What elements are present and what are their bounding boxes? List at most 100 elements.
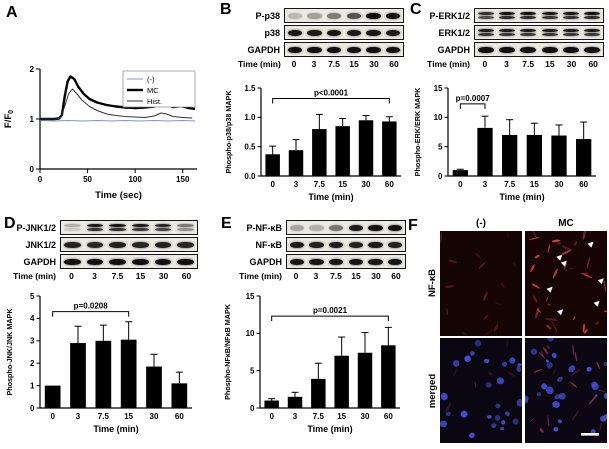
blot-band xyxy=(154,228,172,231)
blot-strip xyxy=(284,25,404,40)
blot-band xyxy=(584,29,601,32)
blot-band xyxy=(477,16,494,19)
blot-protein-label: GAPDH xyxy=(23,256,56,267)
blot-band xyxy=(86,258,104,265)
blot-lane xyxy=(364,43,384,56)
svg-text:0.0: 0.0 xyxy=(244,172,256,181)
blot-band xyxy=(499,46,515,53)
blot-band xyxy=(387,241,403,248)
blot-protein-label: P-p38 xyxy=(255,10,280,21)
svg-text:0: 0 xyxy=(38,175,43,184)
blot-lane xyxy=(305,43,325,56)
blot-time-row: Time (min) 0 3 7.5 15 30 60 xyxy=(424,59,604,69)
blot-lane xyxy=(285,9,305,22)
svg-text:10: 10 xyxy=(246,329,255,338)
blot-band xyxy=(499,29,515,32)
svg-text:10: 10 xyxy=(434,113,443,122)
blot-protein-label: p38 xyxy=(264,27,280,38)
blot-lane xyxy=(61,221,84,234)
blot-strip xyxy=(284,8,404,23)
blot-band xyxy=(309,258,324,265)
blot-band xyxy=(346,29,362,36)
blot-lane xyxy=(518,9,539,22)
svg-text:30: 30 xyxy=(361,412,370,421)
column-header-control: (-) xyxy=(476,218,486,229)
blot-lane xyxy=(305,9,325,22)
svg-text:60: 60 xyxy=(175,412,184,421)
bar-chart-nfkb: 0 5 10 15 0 3 7.5 15 30 60 Time (min) Phospho-NFκB/… xyxy=(223,292,400,434)
blot-band xyxy=(520,33,537,36)
blot-lane xyxy=(324,9,344,22)
blot-band xyxy=(499,12,515,15)
svg-text:15: 15 xyxy=(337,412,346,421)
svg-text:5: 5 xyxy=(250,366,255,375)
blot-lane xyxy=(366,255,386,268)
blot-time-row: Time (min) 0 3 7.5 15 30 60 xyxy=(8,271,198,281)
svg-text:p<0.0001: p<0.0001 xyxy=(314,89,349,98)
blot-lane xyxy=(385,221,405,234)
blot-lane xyxy=(496,43,517,56)
arrow-marker xyxy=(593,300,600,307)
blot-band xyxy=(499,33,515,36)
svg-text:7.5: 7.5 xyxy=(98,412,110,421)
svg-text:0: 0 xyxy=(438,172,443,181)
blot-time-value: 0 xyxy=(293,271,299,281)
blot-band xyxy=(328,241,344,248)
blot-lane xyxy=(560,26,581,39)
blot-band xyxy=(346,46,362,53)
blot-band xyxy=(366,46,381,53)
svg-text:15: 15 xyxy=(338,180,347,189)
arrow-marker xyxy=(546,286,553,293)
blot-band xyxy=(584,12,601,15)
bar-chart-erk: 0 5 10 15 0 3 7.5 15 30 60 Time (min) Phospho-ERK/E… xyxy=(413,84,596,202)
blot-row: P-JNK1/2 xyxy=(8,220,198,235)
blot-lane xyxy=(383,9,403,22)
blot-lane xyxy=(152,221,175,234)
blot-time-value: 7.5 xyxy=(330,271,342,281)
blot-lane xyxy=(307,238,327,251)
svg-text:30: 30 xyxy=(150,412,159,421)
blot-lane xyxy=(582,26,603,39)
blot-band xyxy=(366,12,381,19)
blot-band xyxy=(563,46,579,53)
blot-row: ERK1/2 xyxy=(424,25,604,40)
blot-band xyxy=(563,33,579,36)
blot-strip xyxy=(474,25,604,40)
blot-lane xyxy=(61,255,84,268)
blot-time-value: 30 xyxy=(371,271,381,281)
blot-band xyxy=(154,258,172,265)
blot-band xyxy=(109,224,127,227)
blot-band xyxy=(385,46,401,53)
micrograph-nfkb-mc xyxy=(525,231,607,336)
blot-time-value: 7.5 xyxy=(522,59,535,69)
blot-band xyxy=(563,16,579,19)
blot-lane xyxy=(307,255,327,268)
blot-lane xyxy=(346,221,366,234)
svg-text:7.5: 7.5 xyxy=(504,180,516,189)
blot-time-value: 15 xyxy=(349,59,359,69)
blot-band xyxy=(541,29,558,32)
blot-band xyxy=(520,12,537,15)
svg-text:0: 0 xyxy=(30,165,35,174)
bar-chart-jnk: 0 1 2 3 4 5 0 3 7.5 15 30 60 Time (min) Phospho-JNK/J… xyxy=(5,292,192,434)
svg-text:Hist.: Hist. xyxy=(147,97,162,106)
svg-text:0: 0 xyxy=(458,180,463,189)
svg-text:5: 5 xyxy=(30,292,35,301)
blot-strip xyxy=(60,220,198,235)
blot-lane xyxy=(152,255,175,268)
blot-strip xyxy=(284,42,404,57)
blot-time-value: 30 xyxy=(158,271,169,281)
blot-lane xyxy=(518,26,539,39)
blot-protein-label: GAPDH xyxy=(247,44,280,55)
blot-lane xyxy=(152,238,175,251)
svg-text:0: 0 xyxy=(269,412,274,421)
blot-time-row: Time (min) 0 3 7.5 15 30 60 xyxy=(238,59,404,69)
blot-lane xyxy=(287,255,307,268)
blot-lane xyxy=(174,221,197,234)
blot-time-value: 15 xyxy=(135,271,146,281)
micrograph-merged-mc xyxy=(525,338,607,443)
svg-text:15: 15 xyxy=(124,412,133,421)
svg-text:30: 30 xyxy=(555,180,564,189)
svg-text:Time (sec): Time (sec) xyxy=(95,190,142,201)
panel-label-C: C xyxy=(410,1,422,18)
